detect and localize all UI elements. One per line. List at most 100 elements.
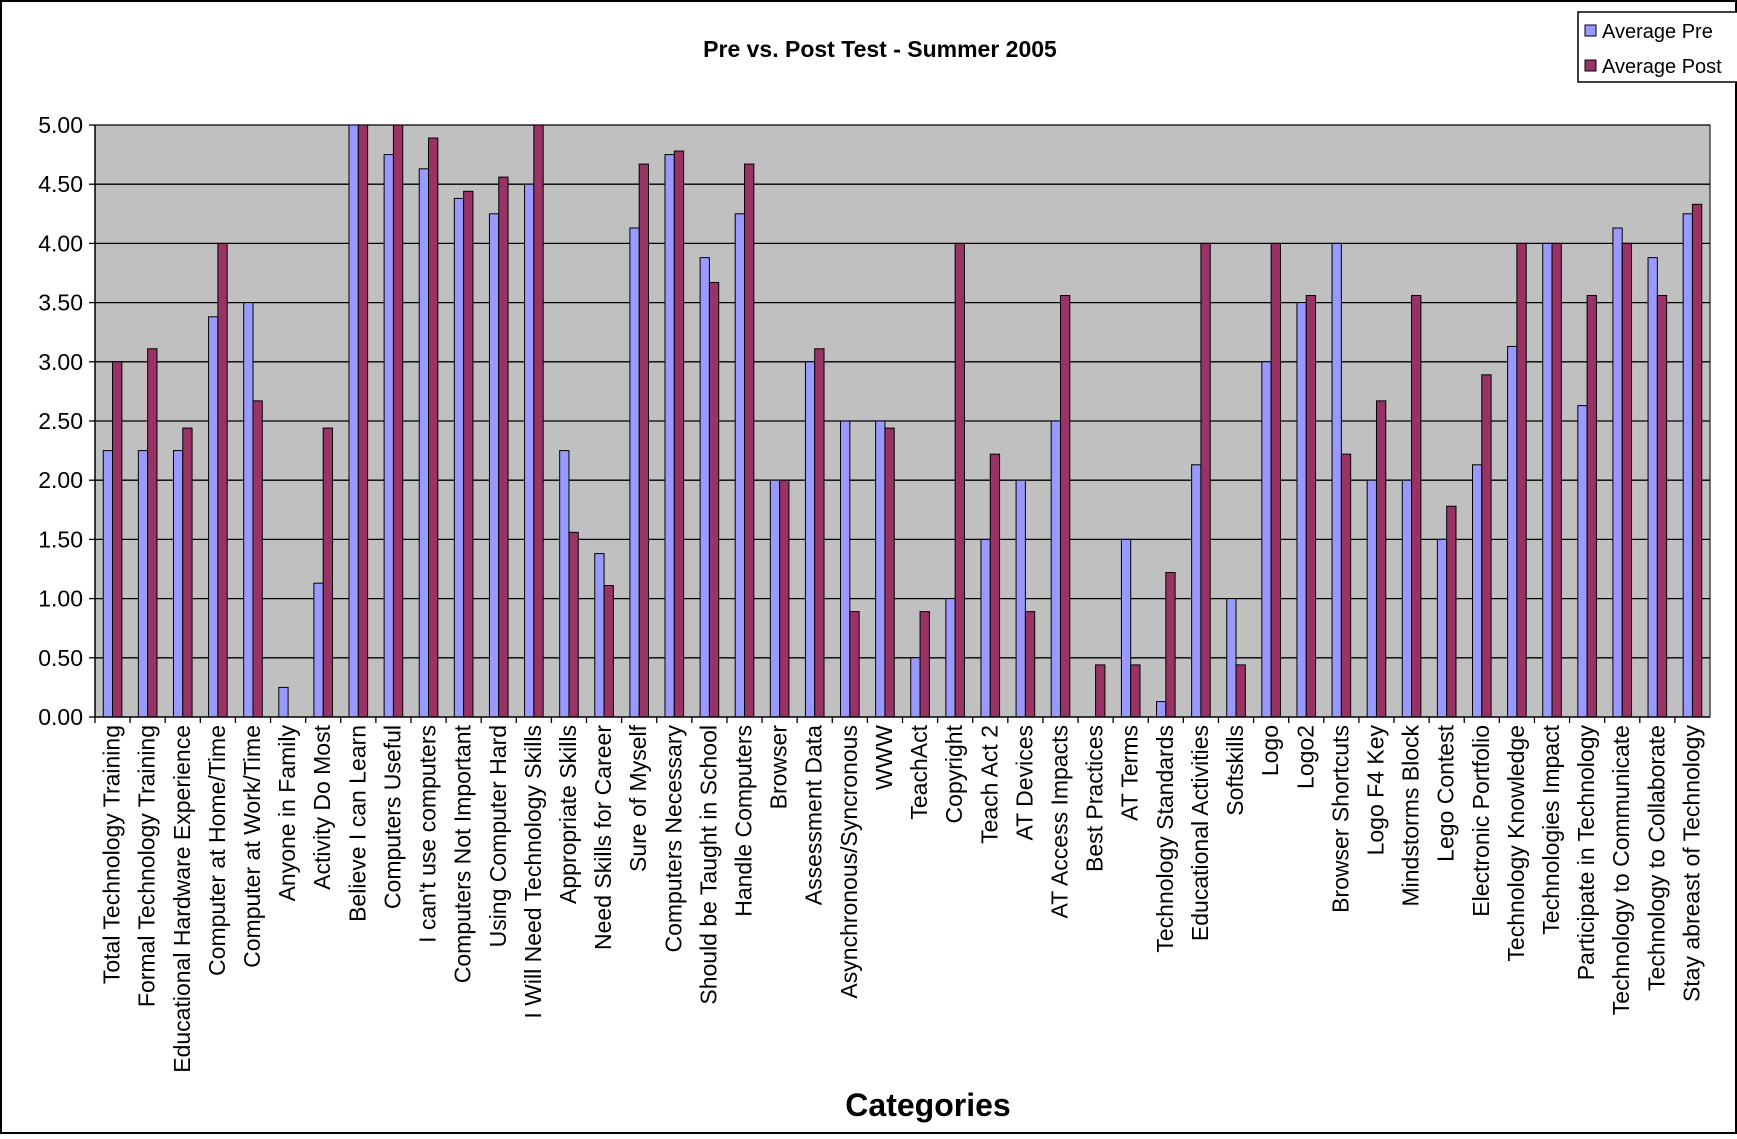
bar-average-post [322, 427, 334, 718]
bar-average-pre [1682, 213, 1693, 718]
bar-average-post [1551, 242, 1562, 718]
bar-average-post [919, 611, 930, 718]
bar-average-pre [1401, 479, 1413, 718]
bar-average-pre [1015, 479, 1026, 718]
x-tick-label: Formal Technology Training [134, 725, 160, 1007]
x-tick-label: Appropriate Skills [555, 725, 581, 904]
bar-average-pre [559, 450, 570, 718]
x-tick-label: Logo2 [1292, 725, 1318, 789]
bar-average-post [1691, 203, 1703, 718]
x-tick-label: Computers Useful [379, 725, 405, 909]
bar-average-post [357, 124, 369, 718]
x-axis-title: Categories [845, 1087, 1010, 1123]
bar-average-pre [1120, 538, 1132, 718]
x-tick-label: Mindstorms Block [1398, 725, 1424, 907]
bar-average-post [1621, 242, 1633, 718]
x-axis-ticks: Total Technology Training Formal Technolo… [94, 717, 1704, 1073]
bar-average-post [1095, 664, 1106, 718]
bar-average-pre [629, 227, 640, 718]
bar-average-post [1411, 294, 1422, 718]
x-tick-label: Computer at Home/Time [204, 725, 230, 976]
bar-average-post [673, 150, 685, 718]
bar-average-post [1516, 242, 1527, 718]
legend-label-post: Average Post [1602, 56, 1722, 78]
bar-average-post [428, 137, 439, 718]
bar-average-pre [243, 302, 254, 718]
bar-average-pre [1261, 361, 1272, 718]
bar-average-post [1656, 294, 1668, 718]
bar-average-pre [840, 420, 851, 718]
bar-average-post [1165, 572, 1176, 718]
x-tick-label: AT Access Impacts [1046, 725, 1072, 918]
x-tick-label: Logo [1257, 725, 1283, 776]
bar-average-post [533, 124, 544, 718]
bar-average-pre [1050, 420, 1061, 718]
bar-average-pre [418, 168, 430, 718]
y-tick-label: 4.50 [38, 171, 83, 197]
bar-average-pre [980, 538, 991, 718]
bar-average-post [568, 531, 579, 718]
x-tick-label: Technology to Collaborate [1643, 725, 1669, 991]
y-tick-label: 4.00 [38, 230, 83, 256]
x-tick-label: Educational Hardware Experience [169, 725, 195, 1073]
bar-average-post [1024, 611, 1036, 718]
x-tick-label: WWW [871, 725, 897, 790]
bar-average-post [182, 427, 193, 718]
bars [102, 124, 1703, 718]
legend: Average Pre Average Post [1577, 11, 1737, 83]
x-tick-label: Computers Necessary [660, 725, 686, 953]
x-tick-label: TeachAct [906, 724, 932, 819]
x-tick-label: Asynchronous/Syncronous [836, 725, 862, 999]
bar-average-post [1200, 242, 1211, 718]
bar-average-post [1340, 453, 1352, 718]
bar-average-post [1375, 400, 1387, 718]
bar-average-pre [910, 657, 921, 718]
bar-average-post [779, 479, 790, 718]
bar-average-post [498, 176, 509, 718]
bar-average-pre [1612, 227, 1623, 718]
bar-average-post [463, 190, 474, 718]
x-tick-label: Technology Knowledge [1503, 725, 1529, 962]
x-tick-label: Copyright [941, 724, 967, 823]
x-tick-label: Using Computer Hard [485, 725, 511, 947]
bar-average-pre [208, 316, 219, 718]
bar-average-pre [1226, 598, 1237, 718]
bar-average-pre [664, 154, 675, 718]
bar-average-pre [488, 213, 500, 718]
bar-average-pre [278, 686, 289, 718]
bar-average-pre [1366, 479, 1377, 718]
bar-average-pre [453, 197, 465, 718]
x-tick-label: Best Practices [1082, 725, 1108, 872]
bar-average-post [217, 242, 228, 718]
bar-average-post [603, 585, 614, 718]
bar-average-post [112, 361, 123, 718]
bar-average-pre [137, 450, 149, 718]
y-tick-label: 2.50 [38, 408, 83, 434]
bar-average-post [1130, 664, 1141, 718]
y-tick-label: 3.50 [38, 290, 83, 316]
bar-average-post [814, 348, 825, 718]
bar-average-post [1059, 294, 1071, 718]
x-tick-label: Handle Computers [731, 725, 757, 917]
bar-average-pre [1647, 257, 1658, 718]
x-tick-label: Teach Act 2 [976, 725, 1002, 844]
x-tick-label: Browser [766, 725, 792, 810]
x-tick-label: Logo F4 Key [1362, 725, 1388, 856]
y-tick-label: 2.00 [38, 467, 83, 493]
x-tick-label: Electronic Portfolio [1468, 725, 1494, 917]
bar-average-pre [313, 582, 324, 718]
x-tick-label: Computers Not Important [450, 724, 476, 983]
bar-average-pre [1542, 242, 1553, 718]
bar-average-post [1481, 374, 1492, 718]
bar-average-pre [524, 183, 535, 718]
bar-average-pre [1331, 242, 1342, 718]
bar-average-pre [348, 124, 359, 718]
y-tick-label: 0.00 [38, 704, 83, 730]
bar-average-pre [1577, 405, 1588, 718]
bar-average-post [252, 400, 263, 718]
x-tick-label: Participate in Technology [1573, 725, 1599, 981]
bar-average-post [147, 348, 158, 718]
bar-average-pre [769, 479, 781, 718]
x-tick-label: AT Devices [1011, 725, 1037, 840]
